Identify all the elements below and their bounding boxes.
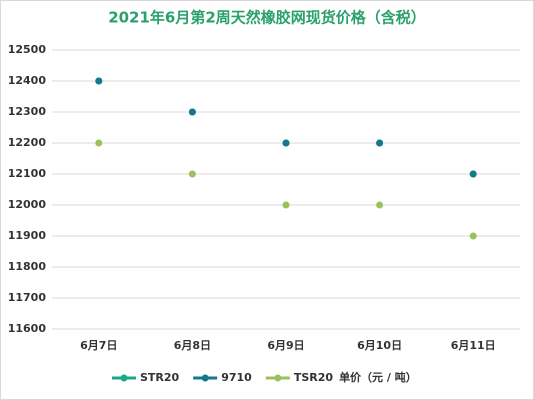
- point: [469, 232, 477, 240]
- point: [95, 139, 103, 147]
- point: [95, 77, 103, 85]
- legend-label: TSR20: [294, 371, 334, 384]
- x-tick-label: 6月9日: [267, 339, 304, 352]
- x-tick-label: 6月8日: [174, 339, 211, 352]
- y-tick-label: 11900: [8, 229, 47, 242]
- x-tick-label: 6月7日: [80, 339, 117, 352]
- x-tick-label: 6月10日: [357, 339, 402, 352]
- legend-marker: [201, 374, 209, 382]
- point: [376, 139, 384, 147]
- y-tick-label: 12300: [8, 105, 47, 118]
- legend-marker: [274, 374, 282, 382]
- point: [188, 108, 196, 116]
- legend-label: 9710: [221, 371, 252, 384]
- point: [282, 139, 290, 147]
- point: [376, 201, 384, 209]
- y-tick-label: 12500: [8, 43, 47, 56]
- y-tick-label: 11700: [8, 291, 47, 304]
- legend-marker: [120, 374, 128, 382]
- y-tick-label: 12200: [8, 136, 47, 149]
- y-tick-label: 12000: [8, 198, 47, 211]
- y-tick-label: 11600: [8, 322, 47, 335]
- chart-title: 2021年6月第2周天然橡胶网现货价格（含税）: [108, 9, 426, 27]
- y-tick-label: 12400: [8, 74, 47, 87]
- y-tick-label: 11800: [8, 260, 47, 273]
- point: [282, 201, 290, 209]
- point: [469, 170, 477, 178]
- unit-label: 单价（元 / 吨）: [339, 370, 417, 384]
- point: [188, 170, 196, 178]
- x-tick-label: 6月11日: [451, 339, 496, 352]
- y-tick-label: 12100: [8, 167, 47, 180]
- legend-label: STR20: [140, 371, 180, 384]
